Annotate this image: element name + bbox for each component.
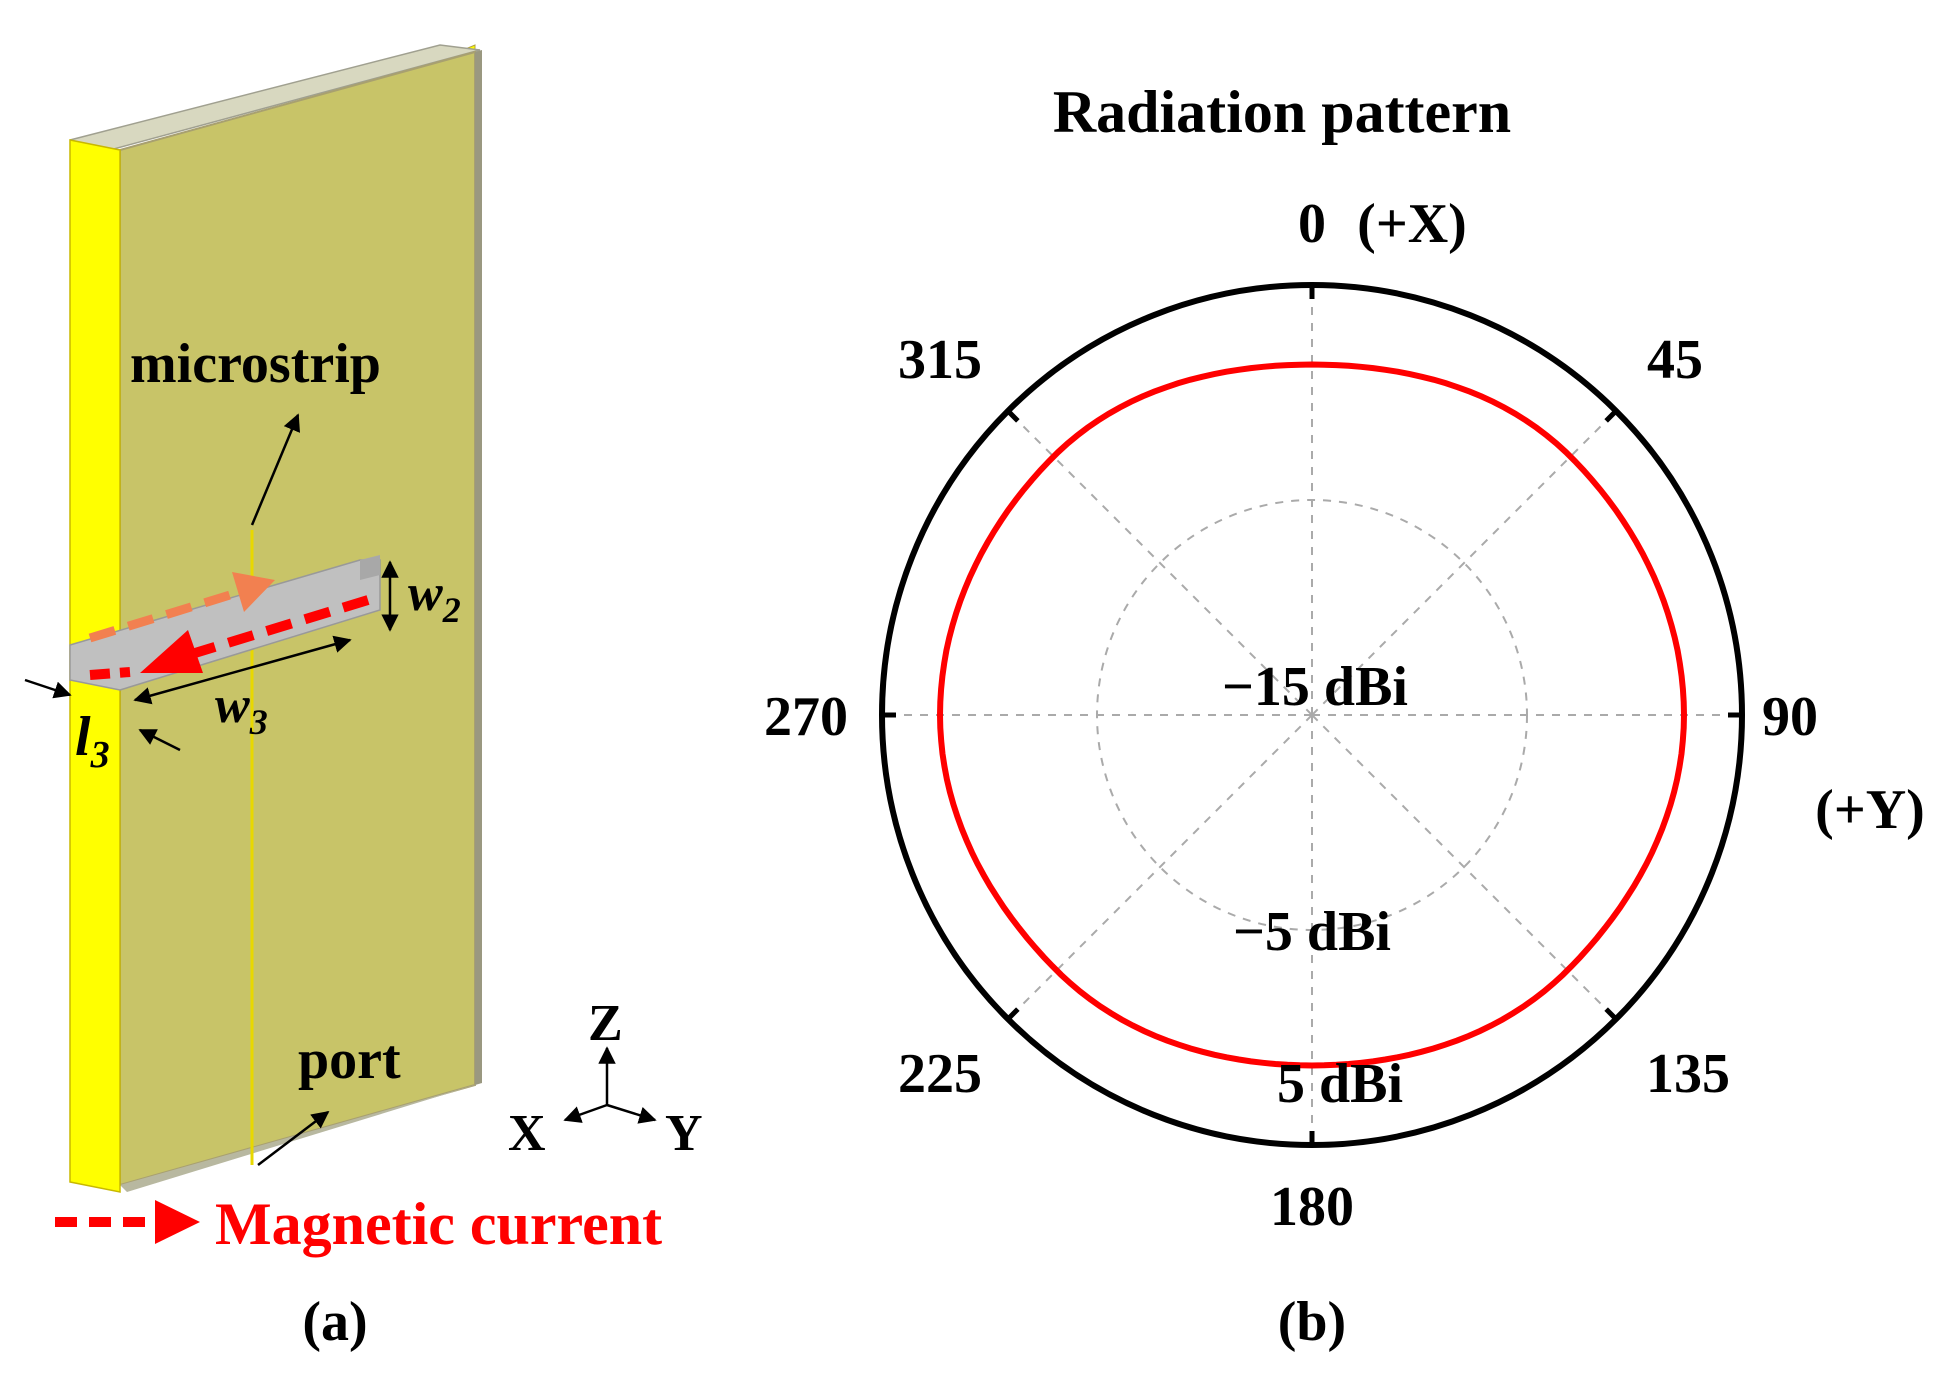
ring-label-minus15: −15 dBi <box>1222 656 1408 718</box>
dim-l3-arrow-bottom <box>138 728 181 752</box>
port-pointer <box>257 1110 330 1166</box>
axis-x-label: X <box>508 1105 546 1162</box>
angle-label-315: 315 <box>898 329 982 391</box>
grid-spoke-225 <box>1007 714 1313 1020</box>
magnetic-current-faded-arrow <box>88 572 275 643</box>
dim-w3-label: w3 <box>215 677 268 742</box>
polar-plot <box>879 282 1745 1148</box>
dim-w2-label: w2 <box>408 565 461 630</box>
dim-l3-label: l3 <box>75 706 110 776</box>
ring-label-minus5: −5 dBi <box>1233 901 1391 963</box>
chart-title: Radiation pattern <box>1053 79 1511 145</box>
tick-135 <box>1604 1007 1618 1021</box>
legend-magnetic-current-label: Magnetic current <box>215 1191 662 1257</box>
microstrip-label: microstrip <box>130 333 381 395</box>
tick-225 <box>1006 1007 1020 1021</box>
angle-label-0: 0 <box>1298 193 1326 255</box>
panel-a-antenna-geometry: w2 w3 l3 microstrip port Z X Y Magnetic … <box>24 44 703 1353</box>
legend-magnetic-current-arrow <box>55 1200 200 1244</box>
dim-w3-line <box>133 635 352 705</box>
axis-y-label: Y <box>665 1105 703 1162</box>
dim-l3-arrow-top <box>24 678 72 699</box>
angle-label-180: 180 <box>1270 1176 1354 1238</box>
plus-x-label: (+X) <box>1357 193 1467 255</box>
substrate-right-edge <box>475 50 482 1085</box>
panel-b-caption: (b) <box>1278 1291 1346 1353</box>
axis-z-label: Z <box>588 995 623 1052</box>
panel-a-caption: (a) <box>302 1291 367 1353</box>
tick-315 <box>1006 409 1020 423</box>
grid-spoke-135 <box>1311 714 1617 1020</box>
angle-label-45: 45 <box>1647 329 1703 391</box>
angle-label-225: 225 <box>898 1043 982 1105</box>
grid-spoke-315 <box>1007 410 1313 716</box>
pattern-series-line <box>936 361 1688 1069</box>
substrate-bottom-edge <box>120 1083 482 1192</box>
slot-step <box>360 555 380 580</box>
angle-label-90: 90 <box>1762 686 1818 748</box>
angle-label-135: 135 <box>1646 1043 1730 1105</box>
coordinate-axes <box>563 1046 657 1124</box>
angle-label-270: 270 <box>764 686 848 748</box>
plus-y-label: (+Y) <box>1815 779 1925 841</box>
grid-spoke-45 <box>1311 410 1617 716</box>
ring-label-5: 5 dBi <box>1277 1053 1403 1115</box>
microstrip-pointer <box>250 413 300 526</box>
tick-45 <box>1604 409 1618 423</box>
port-label: port <box>298 1029 401 1091</box>
panel-b-radiation-pattern: Radiation pattern 0 (+X) 45 90 (+Y) 135 … <box>764 79 1925 1353</box>
